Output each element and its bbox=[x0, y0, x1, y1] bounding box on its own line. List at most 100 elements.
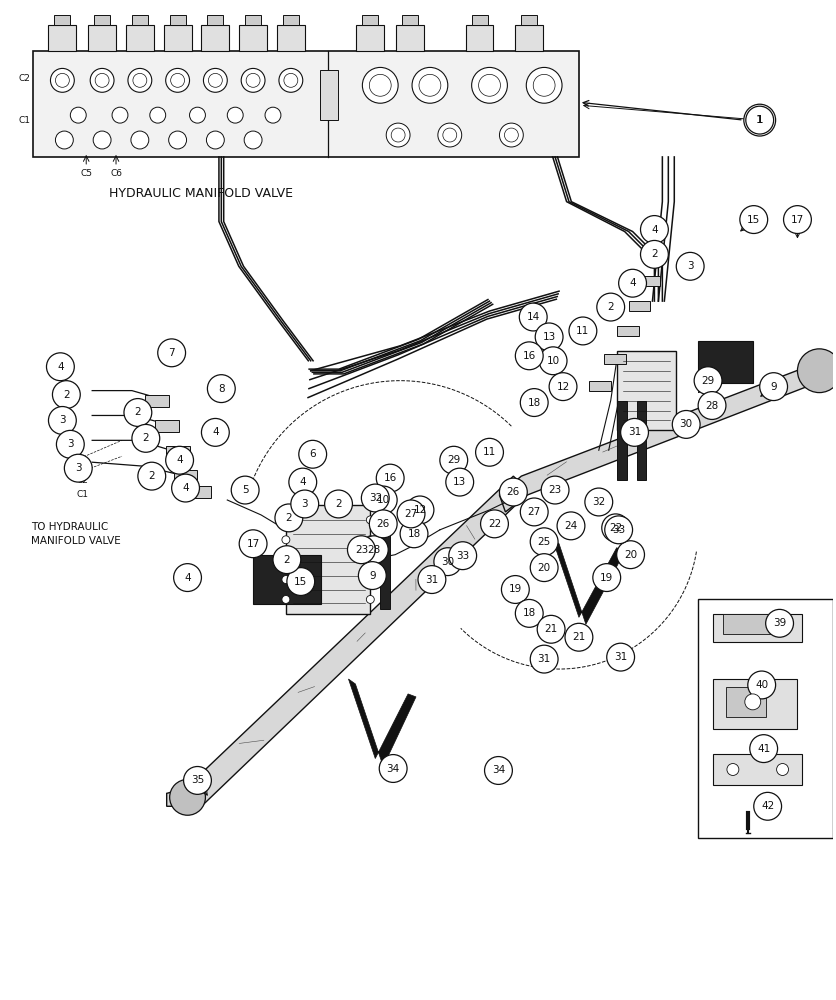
Text: 13: 13 bbox=[543, 332, 556, 342]
Circle shape bbox=[376, 464, 404, 492]
Circle shape bbox=[565, 623, 593, 651]
Circle shape bbox=[434, 548, 461, 576]
Circle shape bbox=[53, 381, 80, 409]
Circle shape bbox=[282, 576, 290, 584]
Circle shape bbox=[203, 68, 227, 92]
Text: 34: 34 bbox=[386, 764, 400, 774]
Circle shape bbox=[90, 68, 114, 92]
Bar bbox=[277, 25, 305, 51]
Text: 34: 34 bbox=[492, 765, 505, 775]
Circle shape bbox=[227, 107, 243, 123]
Circle shape bbox=[515, 599, 543, 627]
Text: 5: 5 bbox=[242, 485, 248, 495]
Circle shape bbox=[239, 530, 267, 558]
Circle shape bbox=[282, 536, 290, 544]
Text: 3: 3 bbox=[67, 439, 74, 449]
Text: 9: 9 bbox=[770, 382, 777, 392]
Text: 16: 16 bbox=[522, 351, 536, 361]
Circle shape bbox=[397, 500, 425, 528]
Circle shape bbox=[640, 240, 668, 268]
Circle shape bbox=[602, 514, 630, 542]
Circle shape bbox=[64, 454, 92, 482]
Circle shape bbox=[676, 252, 704, 280]
Circle shape bbox=[232, 476, 259, 504]
Circle shape bbox=[747, 671, 776, 699]
Text: 18: 18 bbox=[522, 608, 536, 618]
Bar bbox=[132, 15, 148, 25]
Circle shape bbox=[446, 468, 474, 496]
Bar bbox=[617, 351, 676, 430]
Circle shape bbox=[406, 496, 434, 524]
Text: C1: C1 bbox=[76, 490, 89, 499]
Bar bbox=[698, 599, 833, 838]
Text: 31: 31 bbox=[628, 427, 641, 437]
Circle shape bbox=[620, 418, 649, 446]
Circle shape bbox=[289, 468, 317, 496]
Bar bbox=[126, 25, 154, 51]
Circle shape bbox=[324, 490, 353, 518]
Text: C5: C5 bbox=[80, 169, 92, 178]
Text: C2: C2 bbox=[76, 476, 89, 485]
Bar bbox=[245, 15, 261, 25]
Circle shape bbox=[440, 446, 467, 474]
Circle shape bbox=[760, 373, 788, 401]
Bar bbox=[145, 395, 169, 407]
Text: 27: 27 bbox=[405, 509, 418, 519]
Text: 18: 18 bbox=[407, 529, 421, 539]
Bar bbox=[617, 326, 639, 336]
Circle shape bbox=[287, 568, 314, 595]
Bar bbox=[48, 25, 76, 51]
Bar bbox=[54, 15, 70, 25]
Bar bbox=[164, 25, 191, 51]
Text: 40: 40 bbox=[755, 680, 768, 690]
Circle shape bbox=[206, 131, 224, 149]
Circle shape bbox=[530, 554, 558, 582]
Text: 31: 31 bbox=[538, 654, 551, 664]
Circle shape bbox=[298, 440, 327, 468]
Bar bbox=[639, 276, 660, 286]
Text: 7: 7 bbox=[168, 348, 175, 358]
Text: 12: 12 bbox=[557, 382, 569, 392]
Circle shape bbox=[557, 512, 585, 540]
Bar bbox=[396, 25, 424, 51]
Text: 31: 31 bbox=[426, 575, 439, 585]
Bar bbox=[166, 446, 190, 458]
Circle shape bbox=[520, 498, 548, 526]
Circle shape bbox=[530, 645, 558, 673]
Text: C1: C1 bbox=[18, 116, 31, 125]
Circle shape bbox=[50, 68, 74, 92]
Circle shape bbox=[171, 474, 200, 502]
Circle shape bbox=[282, 595, 290, 603]
Circle shape bbox=[370, 486, 397, 514]
Circle shape bbox=[170, 779, 206, 815]
Text: 1: 1 bbox=[757, 115, 763, 125]
Circle shape bbox=[169, 131, 186, 149]
Text: 4: 4 bbox=[176, 455, 183, 465]
Bar bbox=[319, 70, 338, 120]
Circle shape bbox=[499, 478, 528, 506]
Circle shape bbox=[241, 68, 265, 92]
Bar bbox=[201, 25, 229, 51]
Circle shape bbox=[132, 424, 160, 452]
Bar bbox=[356, 25, 385, 51]
Circle shape bbox=[273, 546, 301, 574]
Circle shape bbox=[607, 643, 635, 671]
Text: 31: 31 bbox=[614, 652, 627, 662]
Bar bbox=[713, 679, 798, 729]
Circle shape bbox=[128, 68, 152, 92]
Circle shape bbox=[502, 576, 529, 603]
Text: 15: 15 bbox=[294, 577, 308, 587]
Text: 30: 30 bbox=[680, 419, 693, 429]
Circle shape bbox=[166, 68, 190, 92]
Bar bbox=[187, 486, 212, 498]
Bar bbox=[589, 381, 611, 391]
Text: 12: 12 bbox=[413, 505, 426, 515]
Circle shape bbox=[476, 438, 503, 466]
Circle shape bbox=[746, 106, 773, 134]
Bar bbox=[239, 25, 267, 51]
Circle shape bbox=[275, 504, 303, 532]
Text: 20: 20 bbox=[624, 550, 637, 560]
Circle shape bbox=[604, 516, 633, 544]
Text: 23: 23 bbox=[548, 485, 562, 495]
Bar bbox=[713, 614, 803, 642]
